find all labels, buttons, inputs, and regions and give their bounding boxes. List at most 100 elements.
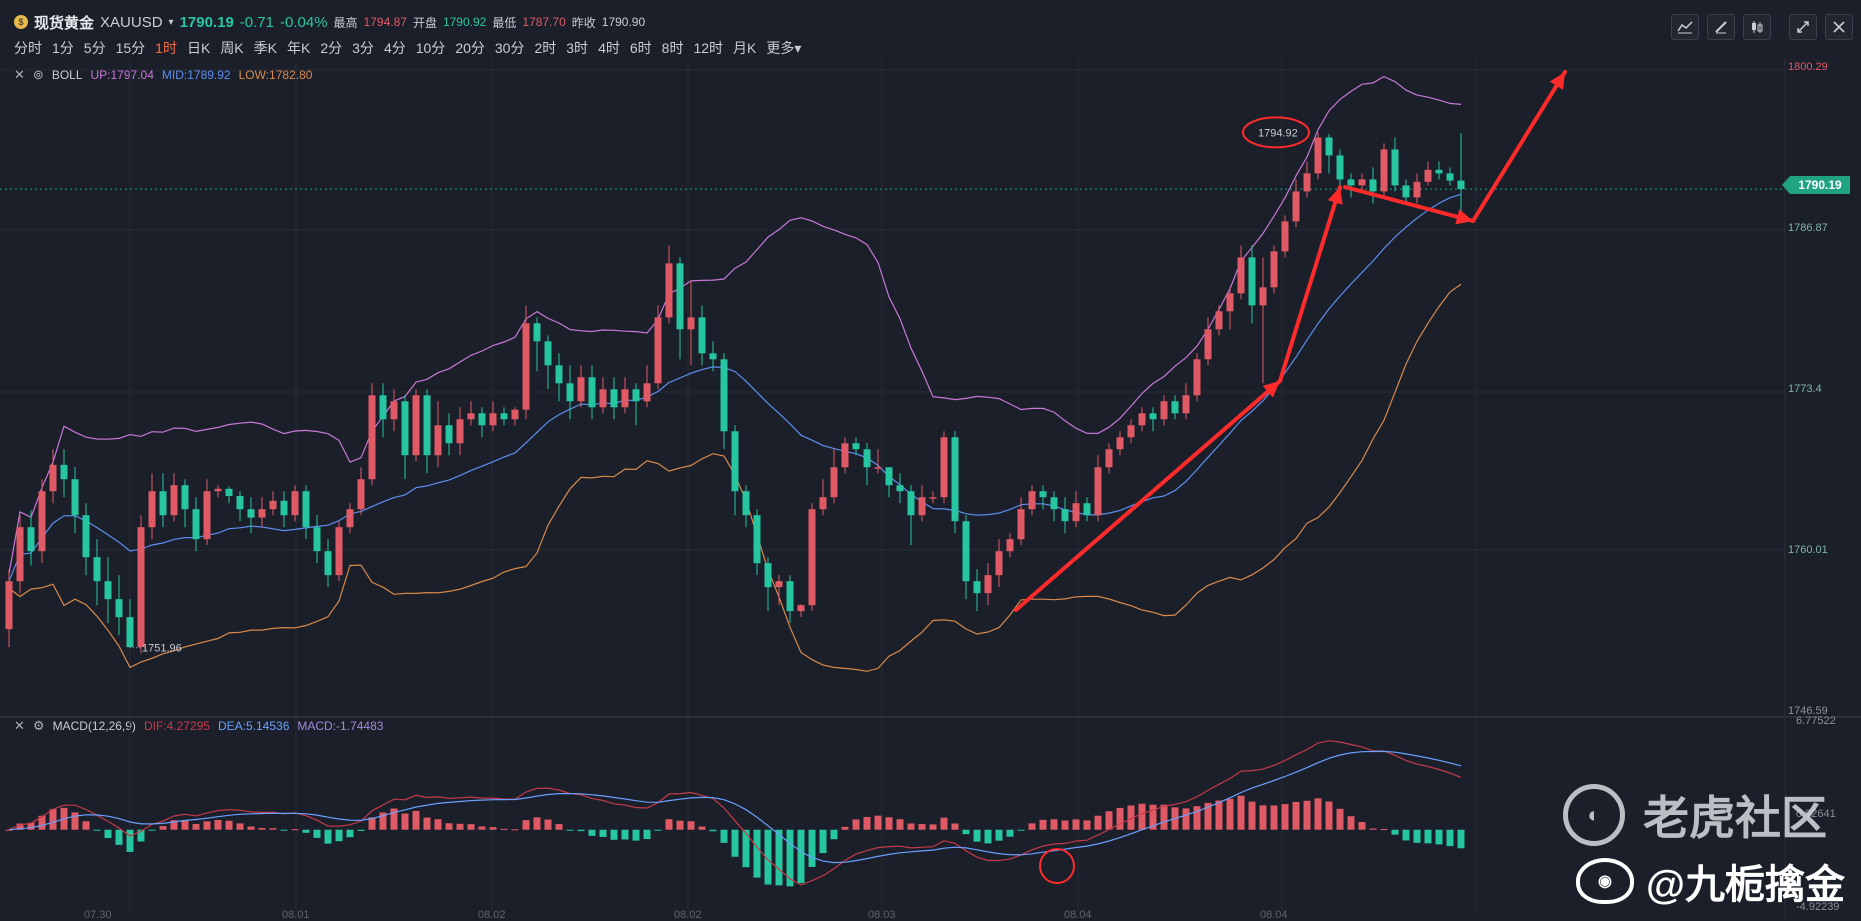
boll-settings-icon[interactable]: ⊚ xyxy=(32,67,44,82)
candle-body xyxy=(511,409,519,420)
macd-settings-icon[interactable]: ⚙ xyxy=(32,718,45,733)
macd-bar xyxy=(940,817,948,830)
macd-bar xyxy=(1193,806,1201,830)
macd-bar xyxy=(137,829,145,842)
period-tab[interactable]: 季K xyxy=(253,40,277,56)
macd-bar xyxy=(93,829,101,831)
macd-bar xyxy=(500,828,508,830)
price-axis-label: 1746.59 xyxy=(1788,705,1828,717)
candle-body xyxy=(1116,437,1124,450)
candle-body xyxy=(1017,509,1025,540)
period-tab[interactable]: 6时 xyxy=(629,40,652,56)
candle-body xyxy=(632,389,640,402)
period-tab[interactable]: 周K xyxy=(220,40,244,56)
draw-icon[interactable] xyxy=(1707,14,1735,40)
period-tab[interactable]: 2时 xyxy=(534,40,557,56)
candle-body xyxy=(357,479,365,510)
symbol-code[interactable]: XAUUSD xyxy=(100,13,163,31)
indicator-icon[interactable] xyxy=(1671,14,1699,40)
candle-body xyxy=(247,509,255,518)
macd-bar xyxy=(170,820,178,830)
candle-body xyxy=(489,413,497,426)
period-tab[interactable]: 3分 xyxy=(352,40,374,56)
macd-bar xyxy=(918,824,926,830)
candle-style-icon[interactable] xyxy=(1743,14,1771,40)
period-tab[interactable]: 10分 xyxy=(415,40,446,56)
candle-body xyxy=(1391,149,1399,186)
symbol-name[interactable]: 现货黄金 xyxy=(34,14,95,32)
period-tab[interactable]: 日K xyxy=(186,40,211,56)
macd-bar xyxy=(1336,808,1344,830)
arrow-down xyxy=(1343,185,1475,223)
candle-body xyxy=(1325,137,1333,156)
symbol-dropdown-icon[interactable]: ▾ xyxy=(168,16,174,28)
high-value: 1794.87 xyxy=(363,15,407,29)
candle-body xyxy=(1127,425,1135,438)
macd-bar xyxy=(797,829,805,884)
candle-body xyxy=(973,581,981,594)
period-tab[interactable]: 5分 xyxy=(83,40,106,56)
candle-body xyxy=(764,563,772,588)
close-icon[interactable] xyxy=(1825,14,1853,40)
candle-body xyxy=(775,581,783,588)
period-tab[interactable]: 20分 xyxy=(455,40,485,56)
candle-body xyxy=(676,263,684,330)
period-tab[interactable]: 年K xyxy=(287,40,311,56)
date-axis-label: 08.01 xyxy=(282,909,310,921)
macd-bar xyxy=(522,820,530,830)
period-tab[interactable]: 4时 xyxy=(598,40,620,56)
macd-bar xyxy=(423,817,431,830)
candle-body xyxy=(5,581,13,630)
candle-body xyxy=(1303,173,1311,192)
period-tab[interactable]: 月K xyxy=(733,40,757,56)
candle-body xyxy=(566,383,574,402)
macd-bar xyxy=(1116,807,1124,830)
macd-bar xyxy=(313,829,321,838)
period-tab[interactable]: 3时 xyxy=(566,40,589,56)
period-tab[interactable]: 30分 xyxy=(494,40,525,56)
candle-body xyxy=(148,491,156,528)
low-price-label: 1751.96 xyxy=(142,643,182,655)
candle-body xyxy=(434,425,442,456)
low-value: 1787.70 xyxy=(522,15,566,29)
period-tab[interactable]: 1时 xyxy=(155,40,177,56)
candle-body xyxy=(698,317,706,354)
macd-bar xyxy=(379,812,387,830)
period-tab[interactable]: 12时 xyxy=(693,40,724,56)
period-tab[interactable]: 更多▾ xyxy=(766,40,802,56)
candle-body xyxy=(1281,221,1289,252)
candle-body xyxy=(467,413,475,420)
macd-name[interactable]: MACD(12,26,9) xyxy=(52,719,136,733)
remove-macd-icon[interactable]: ✕ xyxy=(14,718,25,733)
macd-bar xyxy=(973,829,981,842)
remove-boll-icon[interactable]: ✕ xyxy=(14,67,25,82)
candle-body xyxy=(797,605,805,612)
macd-bar xyxy=(896,819,904,830)
arrow-up-3 xyxy=(1471,70,1567,223)
candle-body xyxy=(1248,257,1256,306)
macd-bar xyxy=(665,819,673,830)
period-tab[interactable]: 4分 xyxy=(383,40,406,56)
period-tab[interactable]: 1分 xyxy=(52,40,74,56)
macd-bar xyxy=(1028,823,1036,830)
macd-bar xyxy=(192,823,200,830)
candle-body xyxy=(1402,185,1410,198)
period-tab[interactable]: 8时 xyxy=(661,40,684,56)
boll-name[interactable]: BOLL xyxy=(51,68,83,82)
period-tab[interactable]: 15分 xyxy=(115,40,146,56)
period-tab[interactable]: 分时 xyxy=(14,40,42,56)
macd-bar xyxy=(885,817,893,830)
date-axis-label: 08.04 xyxy=(1064,909,1092,921)
macd-bar xyxy=(720,829,728,843)
candle-body xyxy=(808,509,816,606)
candle-body xyxy=(401,401,409,456)
macd-bar xyxy=(280,829,288,831)
candle-body xyxy=(170,485,178,516)
macd-bar xyxy=(643,829,651,840)
macd-bar xyxy=(159,826,167,830)
fullscreen-icon[interactable] xyxy=(1789,14,1817,40)
macd-bar xyxy=(269,828,277,830)
chart-toolbar xyxy=(1671,14,1853,40)
period-tab[interactable]: 2分 xyxy=(320,40,343,56)
